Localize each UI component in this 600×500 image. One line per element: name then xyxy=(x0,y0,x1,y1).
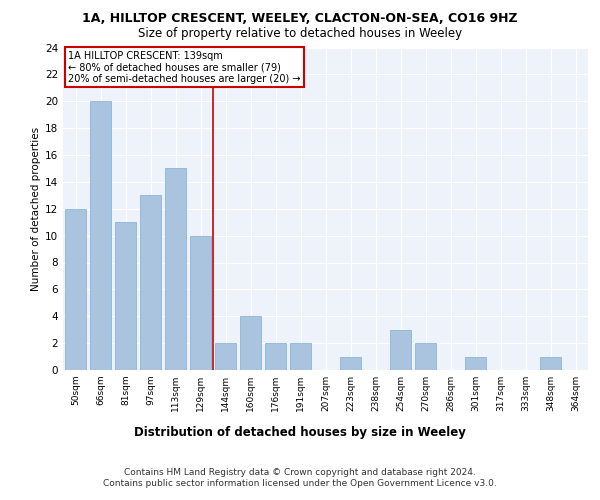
Text: 1A, HILLTOP CRESCENT, WEELEY, CLACTON-ON-SEA, CO16 9HZ: 1A, HILLTOP CRESCENT, WEELEY, CLACTON-ON… xyxy=(82,12,518,26)
Y-axis label: Number of detached properties: Number of detached properties xyxy=(31,126,41,291)
Bar xyxy=(90,101,111,370)
Text: Distribution of detached houses by size in Weeley: Distribution of detached houses by size … xyxy=(134,426,466,439)
Bar xyxy=(140,196,161,370)
Text: Contains HM Land Registry data © Crown copyright and database right 2024.
Contai: Contains HM Land Registry data © Crown c… xyxy=(103,468,497,487)
Bar xyxy=(390,330,411,370)
Bar xyxy=(190,236,211,370)
Text: 1A HILLTOP CRESCENT: 139sqm
← 80% of detached houses are smaller (79)
20% of sem: 1A HILLTOP CRESCENT: 139sqm ← 80% of det… xyxy=(68,50,301,84)
Bar xyxy=(115,222,136,370)
Text: Size of property relative to detached houses in Weeley: Size of property relative to detached ho… xyxy=(138,28,462,40)
Bar xyxy=(265,343,286,370)
Bar xyxy=(165,168,186,370)
Bar xyxy=(290,343,311,370)
Bar xyxy=(465,356,486,370)
Bar xyxy=(415,343,436,370)
Bar xyxy=(540,356,561,370)
Bar xyxy=(240,316,261,370)
Bar xyxy=(65,209,86,370)
Bar xyxy=(215,343,236,370)
Bar xyxy=(340,356,361,370)
